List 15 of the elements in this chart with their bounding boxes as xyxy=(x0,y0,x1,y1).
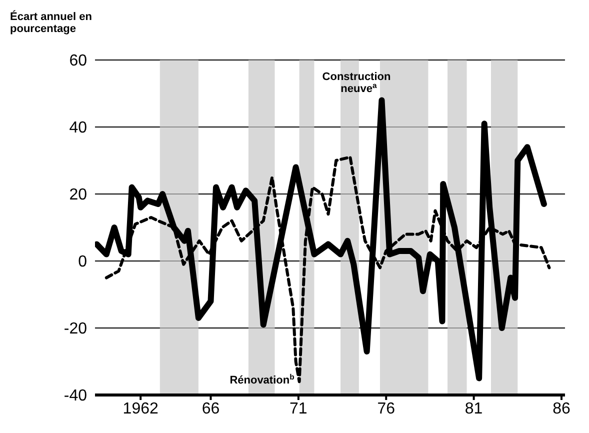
y-tick-label: 20 xyxy=(69,186,88,204)
annotation: Construction neuve$^{a}$ xyxy=(322,71,391,96)
annotation: Rénovation$^{b}$ xyxy=(230,372,295,387)
y-tick-label: -20 xyxy=(64,320,88,338)
y-tick-label: -40 xyxy=(64,388,88,405)
y-tick-label: 40 xyxy=(69,120,88,137)
x-tick-label: 81 xyxy=(464,400,483,418)
x-tick-label: 76 xyxy=(377,400,396,418)
x-tick-label: 66 xyxy=(202,400,220,418)
y-tick-label: 0 xyxy=(78,254,88,271)
x-tick-label: 71 xyxy=(290,400,308,418)
x-tick-label: 86 xyxy=(552,400,570,418)
y-axis-title: Écart annuel en pourcentage xyxy=(10,10,92,35)
x-tick-label: 1962 xyxy=(122,400,158,418)
y-tick-label: 60 xyxy=(69,52,88,70)
